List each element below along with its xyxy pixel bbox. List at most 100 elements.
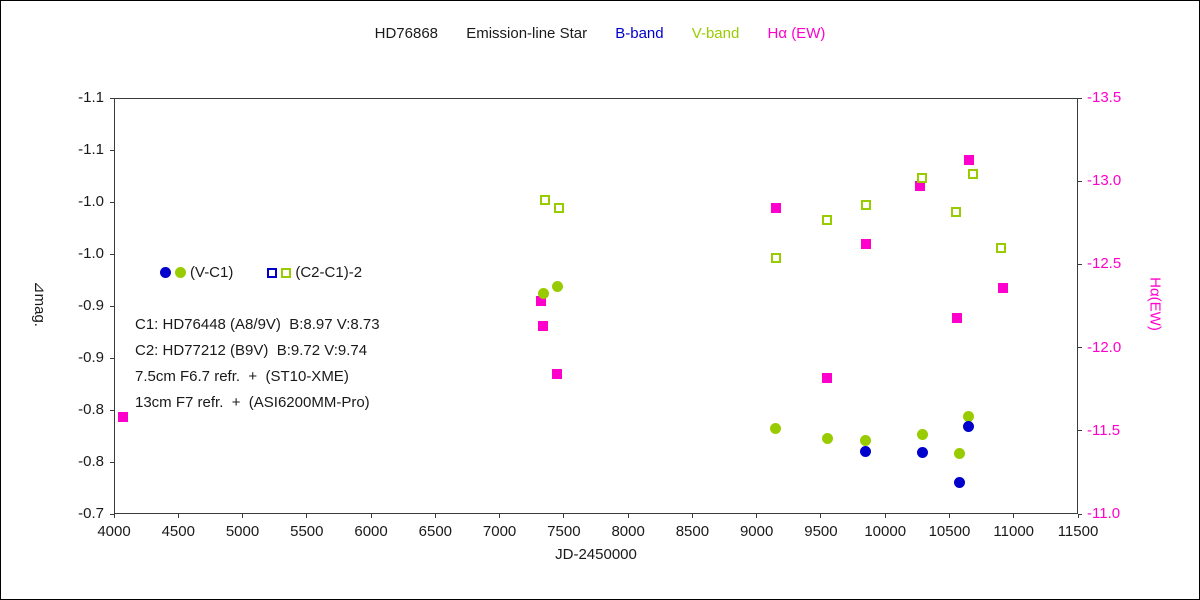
x-axis-tick-label: 7500 (547, 523, 581, 540)
data-point-v_vc1 (537, 288, 549, 300)
legend-v-band-circle-marker (175, 267, 187, 278)
data-point-v_vc1 (860, 434, 872, 446)
left-axis-tick-label: -1.1 (78, 141, 104, 158)
x-axis-tick (1013, 514, 1015, 518)
data-point-b_vc1 (860, 446, 872, 458)
right-axis-tick (1078, 430, 1082, 432)
chart-title: HD76868 Emission-line Star B-band V-band… (1, 25, 1199, 42)
data-point-b_vc1 (916, 447, 928, 459)
left-axis-tick-label: -0.8 (78, 401, 104, 418)
x-axis-tick (820, 514, 822, 518)
plot-area (114, 98, 1078, 514)
data-point-ha_ew (552, 369, 563, 380)
title-ha-ew-label: Hα (EW) (767, 25, 826, 42)
left-axis-tick (110, 409, 114, 411)
data-point-b_vc1 (954, 477, 966, 489)
x-axis-tick-label: 11500 (1057, 523, 1099, 540)
annotation-instrument-1: 7.5cm F6.7 refr. + (ST10-XME) (135, 368, 349, 385)
title-star-name: HD76868 (374, 25, 439, 42)
x-axis-tick (113, 514, 115, 518)
x-axis-tick (1077, 514, 1079, 518)
x-axis-tick-label: 6500 (418, 523, 453, 540)
data-point-v_c2c1 (553, 203, 564, 214)
x-axis-tick (691, 514, 693, 518)
data-point-b_vc1 (963, 421, 975, 433)
right-axis-tick-label: -12.0 (1087, 338, 1122, 356)
right-axis-tick (1078, 180, 1082, 182)
legend-b-band-open-square-marker (267, 268, 278, 278)
data-point-ha_ew (914, 181, 925, 192)
x-axis-tick (242, 514, 244, 518)
left-axis-tick-label: -1.0 (78, 193, 104, 210)
data-point-ha_ew (998, 282, 1009, 293)
x-axis-tick-label: 10000 (864, 523, 907, 540)
x-axis-tick-label: 10500 (928, 523, 971, 540)
right-axis-tick (1078, 347, 1082, 349)
legend: (V-C1) (C2-C1)-2 (135, 234, 380, 312)
x-axis-tick-label: 5000 (225, 523, 260, 540)
right-axis-tick-label: -11.5 (1087, 421, 1121, 439)
x-axis-tick (756, 514, 758, 518)
left-axis-tick-label: -1.0 (78, 245, 104, 262)
data-point-ha_ew (860, 239, 871, 250)
annotation-comparison-star-2: C2: HD77212 (B9V) B:9.72 V:9.74 (135, 342, 368, 359)
right-axis-title: Hα(EW) (1146, 277, 1164, 331)
x-axis-tick (627, 514, 629, 518)
legend-v-band-open-square-marker (281, 268, 292, 278)
data-point-v_c2c1 (917, 173, 928, 184)
right-axis-tick-label: -13.5 (1087, 89, 1122, 106)
data-point-v_vc1 (770, 423, 782, 435)
data-point-ha_ew (822, 372, 833, 383)
right-axis-tick (1078, 513, 1082, 515)
legend-b-band-circle-marker (160, 267, 172, 278)
data-point-v_vc1 (963, 410, 975, 422)
data-point-v_vc1 (821, 432, 833, 444)
legend-and-annotations: (V-C1) (C2-C1)-2 C1: HD76448 (A8/9V) B:8.… (135, 234, 380, 416)
data-point-v_c2c1 (822, 214, 833, 225)
left-axis-tick (110, 461, 114, 463)
legend-vc1-label: (V-C1) (190, 264, 234, 281)
data-point-v_vc1 (916, 429, 928, 441)
left-axis-tick (110, 201, 114, 203)
right-axis-tick-label: -12.5 (1087, 255, 1122, 273)
left-axis-tick (110, 97, 114, 99)
x-axis-tick-label: 9500 (804, 523, 838, 540)
x-axis-tick (434, 514, 436, 518)
legend-c2c1-label: (C2-C1)-2 (295, 264, 363, 281)
title-star-type: Emission-line Star (466, 25, 588, 42)
data-point-v_c2c1 (860, 200, 871, 211)
x-axis-tick (370, 514, 372, 518)
title-b-band-label: B-band (615, 25, 664, 42)
x-axis-tick (948, 514, 950, 518)
left-axis-tick-label: -0.9 (78, 297, 104, 314)
data-point-ha_ew (963, 154, 974, 165)
left-axis-tick-label: -0.7 (78, 505, 104, 522)
data-point-v_c2c1 (770, 253, 781, 264)
x-axis-tick (306, 514, 308, 518)
right-axis-tick-label: -11.0 (1087, 505, 1121, 522)
x-axis-tick-label: 11000 (993, 523, 1035, 540)
x-axis-tick-label: 5500 (290, 523, 324, 540)
x-axis-tick-label: 6000 (354, 523, 388, 540)
x-axis-tick-label: 9000 (739, 523, 774, 540)
data-point-v_c2c1 (539, 194, 550, 205)
data-point-ha_ew (535, 296, 546, 306)
x-axis-tick-label: 4000 (97, 523, 131, 540)
left-axis-tick-label: -0.8 (78, 453, 104, 470)
left-axis-tick (110, 305, 114, 307)
left-axis-tick-label: -1.1 (78, 89, 104, 106)
right-axis-tick (1078, 97, 1082, 99)
data-point-v_vc1 (551, 280, 563, 292)
x-axis-tick (499, 514, 501, 518)
x-axis-tick-label: 8000 (611, 523, 645, 540)
left-axis-tick (110, 253, 114, 255)
x-axis-tick-label: 7000 (482, 523, 517, 540)
annotation-comparison-star-1: C1: HD76448 (A8/9V) B:8.97 V:8.73 (135, 316, 380, 333)
data-point-ha_ew (117, 412, 128, 423)
data-point-ha_ew (952, 312, 963, 323)
title-v-band-label: V-band (691, 25, 740, 42)
left-axis-tick-label: -0.9 (78, 349, 104, 366)
x-axis-tick-label: 8500 (675, 523, 710, 540)
right-axis-tick-label: -13.0 (1087, 172, 1122, 190)
